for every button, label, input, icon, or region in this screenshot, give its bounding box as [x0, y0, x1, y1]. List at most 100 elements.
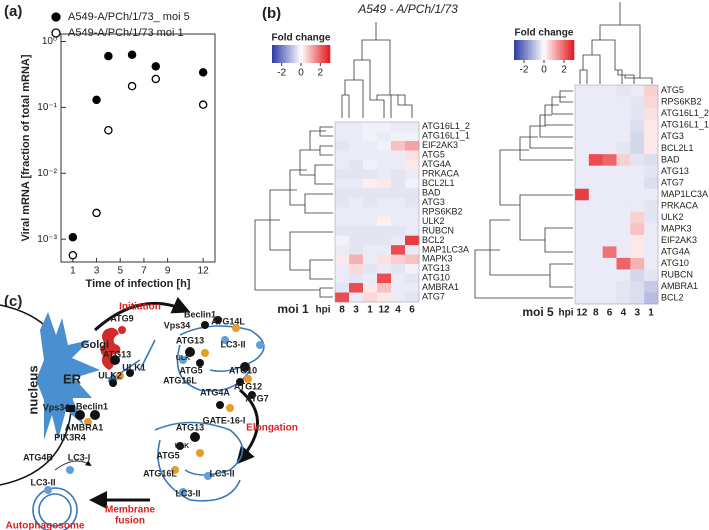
- column-label: 12: [378, 305, 390, 316]
- data-point: [104, 51, 113, 61]
- heatmap-cell: [602, 257, 617, 270]
- heatmap-cell: [377, 292, 392, 303]
- heatmap-cell: [588, 165, 603, 178]
- heatmap-cell: [363, 122, 378, 132]
- heatmap-cell: [391, 140, 406, 151]
- heatmap-cell: [391, 188, 406, 199]
- heatmap-title: moi 5: [522, 305, 554, 319]
- data-point: [198, 100, 208, 109]
- heatmap-cell: [588, 188, 603, 201]
- colorbar-step: [570, 40, 573, 60]
- heatmap-cell: [377, 122, 392, 132]
- diagram-label: ATG4B: [23, 452, 53, 462]
- autophagy-diagram: [0, 296, 265, 530]
- heatmap-cell: [391, 226, 406, 236]
- heatmap-cell: [335, 188, 350, 199]
- heatmap-cell: [363, 254, 378, 265]
- heatmap-cell: [616, 142, 631, 155]
- heatmap-cell: [616, 200, 631, 213]
- colorbar-step: [281, 45, 284, 63]
- plot-frame: [60, 33, 216, 263]
- y-tick-label: 10⁻¹: [37, 102, 57, 113]
- heatmap-cell: [377, 131, 392, 142]
- heatmap-cell: [630, 177, 645, 190]
- colorbar-step: [289, 45, 292, 63]
- diagram-label: ATG16L: [163, 375, 197, 385]
- heatmap-cell: [391, 122, 406, 132]
- diagram-label: ER: [63, 371, 82, 386]
- heatmap-cell: [363, 188, 378, 199]
- row-label: ATG13: [422, 263, 450, 273]
- heatmap-cell: [644, 154, 659, 166]
- x-tick-label: 3: [94, 266, 100, 277]
- heatmap-cell: [335, 226, 350, 236]
- diagram-label: ATG12: [234, 381, 262, 391]
- heatmap-cell: [335, 178, 350, 189]
- colorbar-step: [318, 45, 321, 63]
- heatmap-cell: [575, 142, 590, 155]
- heatmap-cell: [630, 234, 645, 247]
- colorbar-step: [272, 45, 275, 63]
- heatmap-cell: [644, 280, 659, 293]
- heatmap-cell: [575, 165, 590, 178]
- heatmap-cell: [349, 245, 364, 255]
- heatmap-cell: [588, 292, 603, 305]
- diagram-label: GATE-16-I: [203, 415, 246, 425]
- heatmap-cell: [630, 257, 645, 270]
- process-label: Initiation: [119, 302, 161, 313]
- column-label: 6: [409, 305, 415, 316]
- row-label: RUBCN: [422, 225, 454, 235]
- colorbar-step: [279, 45, 282, 63]
- diagram-label: Beclin1: [76, 401, 108, 411]
- row-label: PRKACA: [422, 168, 459, 178]
- heatmap-cell: [377, 159, 392, 170]
- diagram-label: nucleus: [25, 365, 40, 414]
- row-label: ATG16L1_2: [422, 121, 470, 131]
- row-label: ATG7: [422, 292, 445, 302]
- colorbar-step: [530, 40, 533, 60]
- heatmap-cell: [363, 169, 378, 180]
- heatmap-cell: [602, 246, 617, 259]
- heatmap-cell: [602, 119, 617, 132]
- heatmap-cell: [363, 178, 378, 189]
- heatmap-cell: [349, 197, 364, 208]
- colorbar-step: [524, 40, 527, 60]
- colorbar-step: [304, 45, 308, 63]
- colorbar-title: Fold change: [272, 33, 331, 44]
- heatmap-cell: [630, 188, 645, 201]
- x-axis-label: hpi: [316, 305, 331, 316]
- column-label: 1: [648, 308, 654, 319]
- diagram-label: Beclin1: [184, 309, 216, 319]
- heatmap-cell: [349, 216, 364, 227]
- heatmap-cell: [575, 85, 590, 97]
- diagram-label: ATG13: [176, 422, 204, 432]
- heatmap-cell: [405, 254, 420, 265]
- data-point: [104, 125, 113, 135]
- heatmap-cell: [602, 200, 617, 213]
- panel-label: (c): [4, 293, 22, 310]
- row-label: ULK2: [661, 212, 684, 222]
- row-label: BCL2: [661, 293, 684, 303]
- colorbar-step: [572, 40, 575, 60]
- heatmap-cell: [630, 223, 645, 236]
- legend-label: A549-A/PCh/1/73 moi 1: [68, 27, 184, 39]
- diagram-label: ULK1: [122, 362, 146, 372]
- heatmap-cell: [349, 292, 364, 303]
- heatmap-cell: [575, 211, 590, 224]
- diagram-label: ATG4A: [200, 387, 230, 397]
- heatmap-cell: [644, 96, 659, 109]
- heatmap-cell: [391, 150, 406, 161]
- heatmap-cell: [405, 169, 420, 180]
- heatmap-cell: [602, 165, 617, 178]
- heatmap-cell: [616, 96, 631, 109]
- heatmap-cell: [602, 234, 617, 247]
- diagram-label: LC3-II: [220, 339, 245, 349]
- colorbar-step: [560, 40, 563, 60]
- heatmap-cell: [616, 234, 631, 247]
- row-label: ATG4A: [422, 159, 451, 169]
- heatmap-cell: [616, 223, 631, 236]
- heatmap-cell: [630, 85, 645, 97]
- column-label: 3: [353, 305, 359, 316]
- heatmap-cell: [616, 211, 631, 224]
